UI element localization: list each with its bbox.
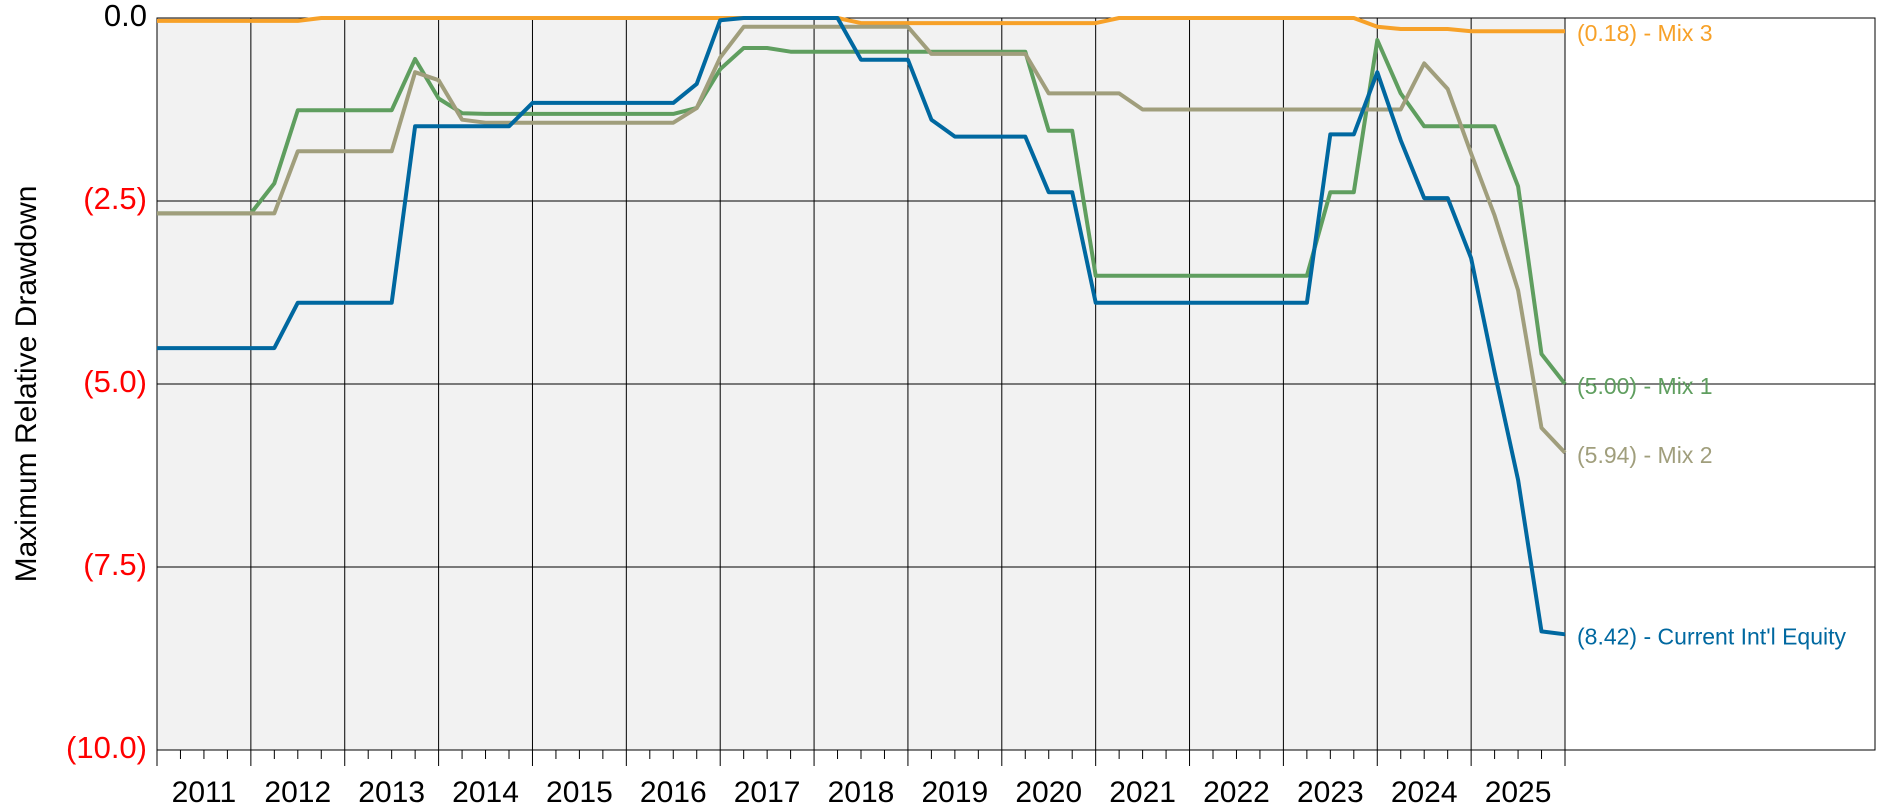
x-tick-label: 2022 bbox=[1203, 776, 1270, 809]
end-label: (5.94) - Mix 2 bbox=[1577, 442, 1713, 468]
x-tick-label: 2015 bbox=[546, 776, 613, 809]
end-label: (5.00) - Mix 1 bbox=[1577, 373, 1713, 399]
series-line bbox=[157, 24, 1567, 455]
frame bbox=[156, 17, 1876, 751]
series-name: Mix 3 bbox=[1658, 20, 1713, 46]
series-name: Mix 1 bbox=[1658, 373, 1713, 399]
series-line bbox=[157, 16, 1565, 34]
x-tick-label: 2013 bbox=[358, 776, 425, 809]
x-tick-label: 2017 bbox=[734, 776, 801, 809]
series-line bbox=[157, 16, 1566, 637]
end-value-label: (5.00) bbox=[1577, 373, 1637, 399]
y-tick-label: (5.0) bbox=[83, 364, 147, 399]
x-tick-label: 2016 bbox=[640, 776, 707, 809]
y-axis-title: Maximum Relative Drawdown bbox=[10, 186, 43, 583]
x-tick-label: 2014 bbox=[452, 776, 519, 809]
x-tick-label: 2024 bbox=[1391, 776, 1458, 809]
y-tick-label: (2.5) bbox=[83, 181, 147, 216]
label-separator: - bbox=[1637, 623, 1657, 649]
label-separator: - bbox=[1637, 442, 1657, 468]
x-tick-label: 2023 bbox=[1297, 776, 1364, 809]
end-value-label: (8.42) bbox=[1577, 623, 1637, 649]
series-name: Mix 2 bbox=[1658, 442, 1713, 468]
end-value-label: (0.18) bbox=[1577, 20, 1637, 46]
y-tick-label: 0.0 bbox=[104, 0, 147, 33]
label-separator: - bbox=[1637, 20, 1657, 46]
end-label: (8.42) - Current Int'l Equity bbox=[1577, 623, 1847, 649]
x-tick-label: 2025 bbox=[1485, 776, 1552, 809]
x-tick-label: 2020 bbox=[1015, 776, 1082, 809]
end-value-label: (5.94) bbox=[1577, 442, 1637, 468]
label-separator: - bbox=[1637, 373, 1657, 399]
y-tick-label: (10.0) bbox=[66, 730, 147, 765]
x-tick-label: 2019 bbox=[921, 776, 988, 809]
x-tick-label: 2011 bbox=[172, 776, 237, 809]
y-tick-label: (7.5) bbox=[83, 547, 147, 582]
series-line bbox=[157, 38, 1567, 386]
series-name: Current Int'l Equity bbox=[1658, 623, 1847, 649]
x-tick-label: 2021 bbox=[1109, 776, 1176, 809]
end-label: (0.18) - Mix 3 bbox=[1577, 20, 1713, 46]
x-tick-label: 2018 bbox=[828, 776, 895, 809]
x-tick-label: 2012 bbox=[264, 776, 331, 809]
